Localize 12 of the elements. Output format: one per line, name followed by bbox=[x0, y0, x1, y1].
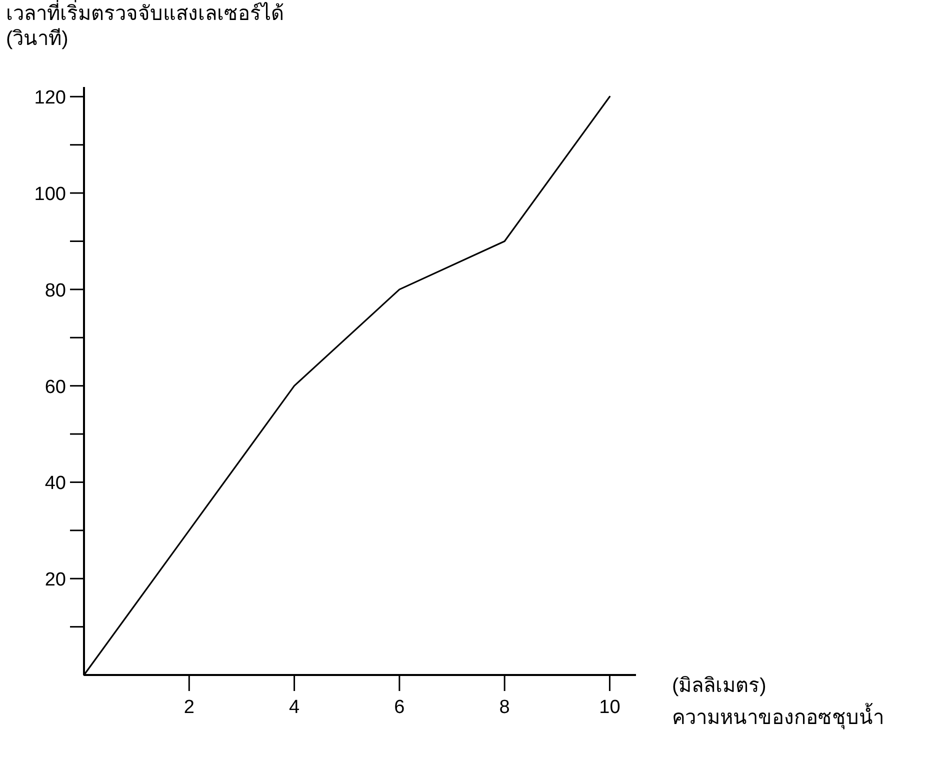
x-tick-label: 10 bbox=[599, 697, 620, 718]
y-tick-label: 20 bbox=[44, 570, 66, 591]
x-tick-label: 2 bbox=[184, 697, 194, 718]
y-tick-label: 80 bbox=[44, 280, 66, 302]
x-tick-label: 8 bbox=[499, 697, 510, 718]
x-tick-label: 6 bbox=[394, 697, 405, 718]
y-tick-label: 100 bbox=[34, 184, 66, 206]
x-tick-label: 4 bbox=[288, 697, 300, 718]
y-tick-label: 40 bbox=[44, 473, 66, 494]
y-tick-label: 120 bbox=[34, 88, 66, 109]
x-axis-title: (มิลลิเมตร) ความหนาของกอซชุบน้ำ bbox=[672, 675, 884, 729]
y-tick-label: 60 bbox=[44, 376, 66, 398]
